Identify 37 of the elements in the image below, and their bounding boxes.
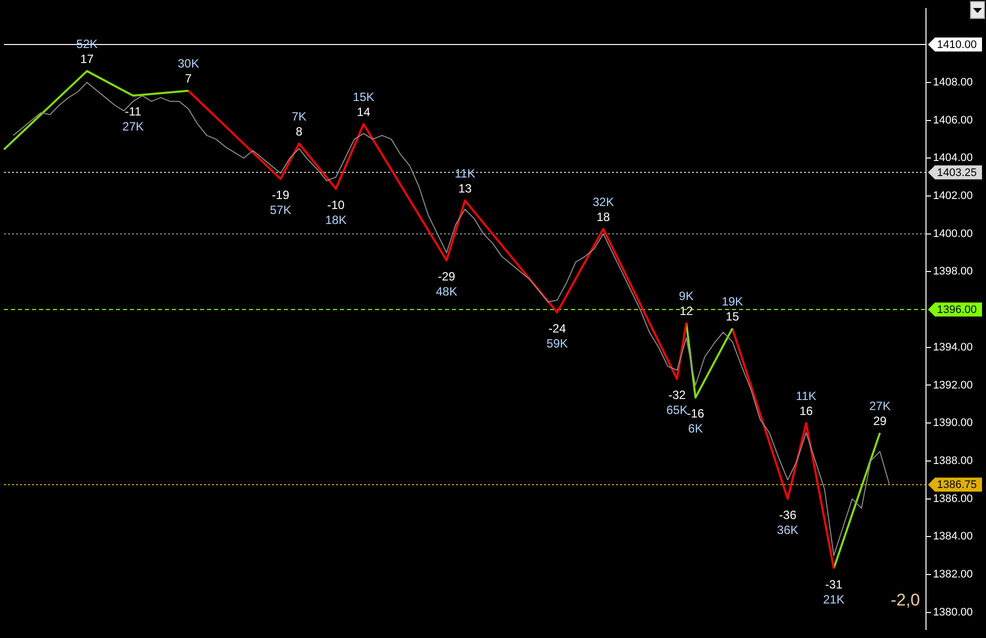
- annotation: -36 36K: [777, 508, 798, 537]
- y-tick-label: 1388.00: [933, 454, 973, 467]
- annotation: 30K 7: [178, 56, 200, 86]
- annotation: 9K 12: [678, 288, 694, 318]
- ref-line-label: 1403.25: [937, 166, 977, 179]
- annotation: -11 27K: [122, 104, 144, 134]
- annotation: -16 6K: [686, 406, 704, 436]
- annotation: -2,0: [890, 590, 920, 610]
- annotation: -24 59K: [546, 321, 568, 350]
- y-tick-label: 1402.00: [933, 190, 973, 202]
- y-tick-label: 1386.00: [933, 492, 973, 505]
- annotation: 11K 13: [454, 166, 476, 196]
- y-tick-label: 1390.00: [933, 417, 973, 430]
- y-tick-label: 1404.00: [933, 152, 973, 164]
- y-tick-label: 1384.00: [933, 530, 973, 543]
- annotation: -10 18K: [325, 198, 347, 227]
- annotation: -19 57K: [270, 188, 292, 217]
- ref-line-label: 1396.00: [937, 304, 977, 316]
- annotation: 32K 18: [592, 194, 614, 224]
- y-tick-label: 1394.00: [933, 341, 973, 354]
- y-tick-label: 1400.00: [933, 228, 973, 240]
- annotation: 27K 29: [869, 398, 891, 428]
- y-tick-label: 1382.00: [933, 568, 973, 581]
- annotation: 7K 8: [292, 110, 306, 139]
- annotation: 19K 15: [722, 294, 744, 324]
- annotation: -31 21K: [823, 577, 844, 606]
- ref-line-label: 1386.75: [937, 479, 977, 492]
- y-tick-label: 1380.00: [933, 606, 973, 618]
- y-tick-label: 1408.00: [933, 76, 973, 88]
- annotation: -32 65K: [666, 388, 688, 417]
- y-tick-label: 1406.00: [933, 114, 973, 126]
- annotation: 11K 16: [796, 389, 816, 418]
- y-tick-label: 1398.00: [933, 266, 973, 278]
- ref-line-label: 1410.00: [937, 39, 977, 52]
- y-tick-label: 1392.00: [933, 379, 973, 392]
- annotation: -29 48K: [436, 269, 458, 298]
- annotation: 15K 14: [352, 90, 374, 120]
